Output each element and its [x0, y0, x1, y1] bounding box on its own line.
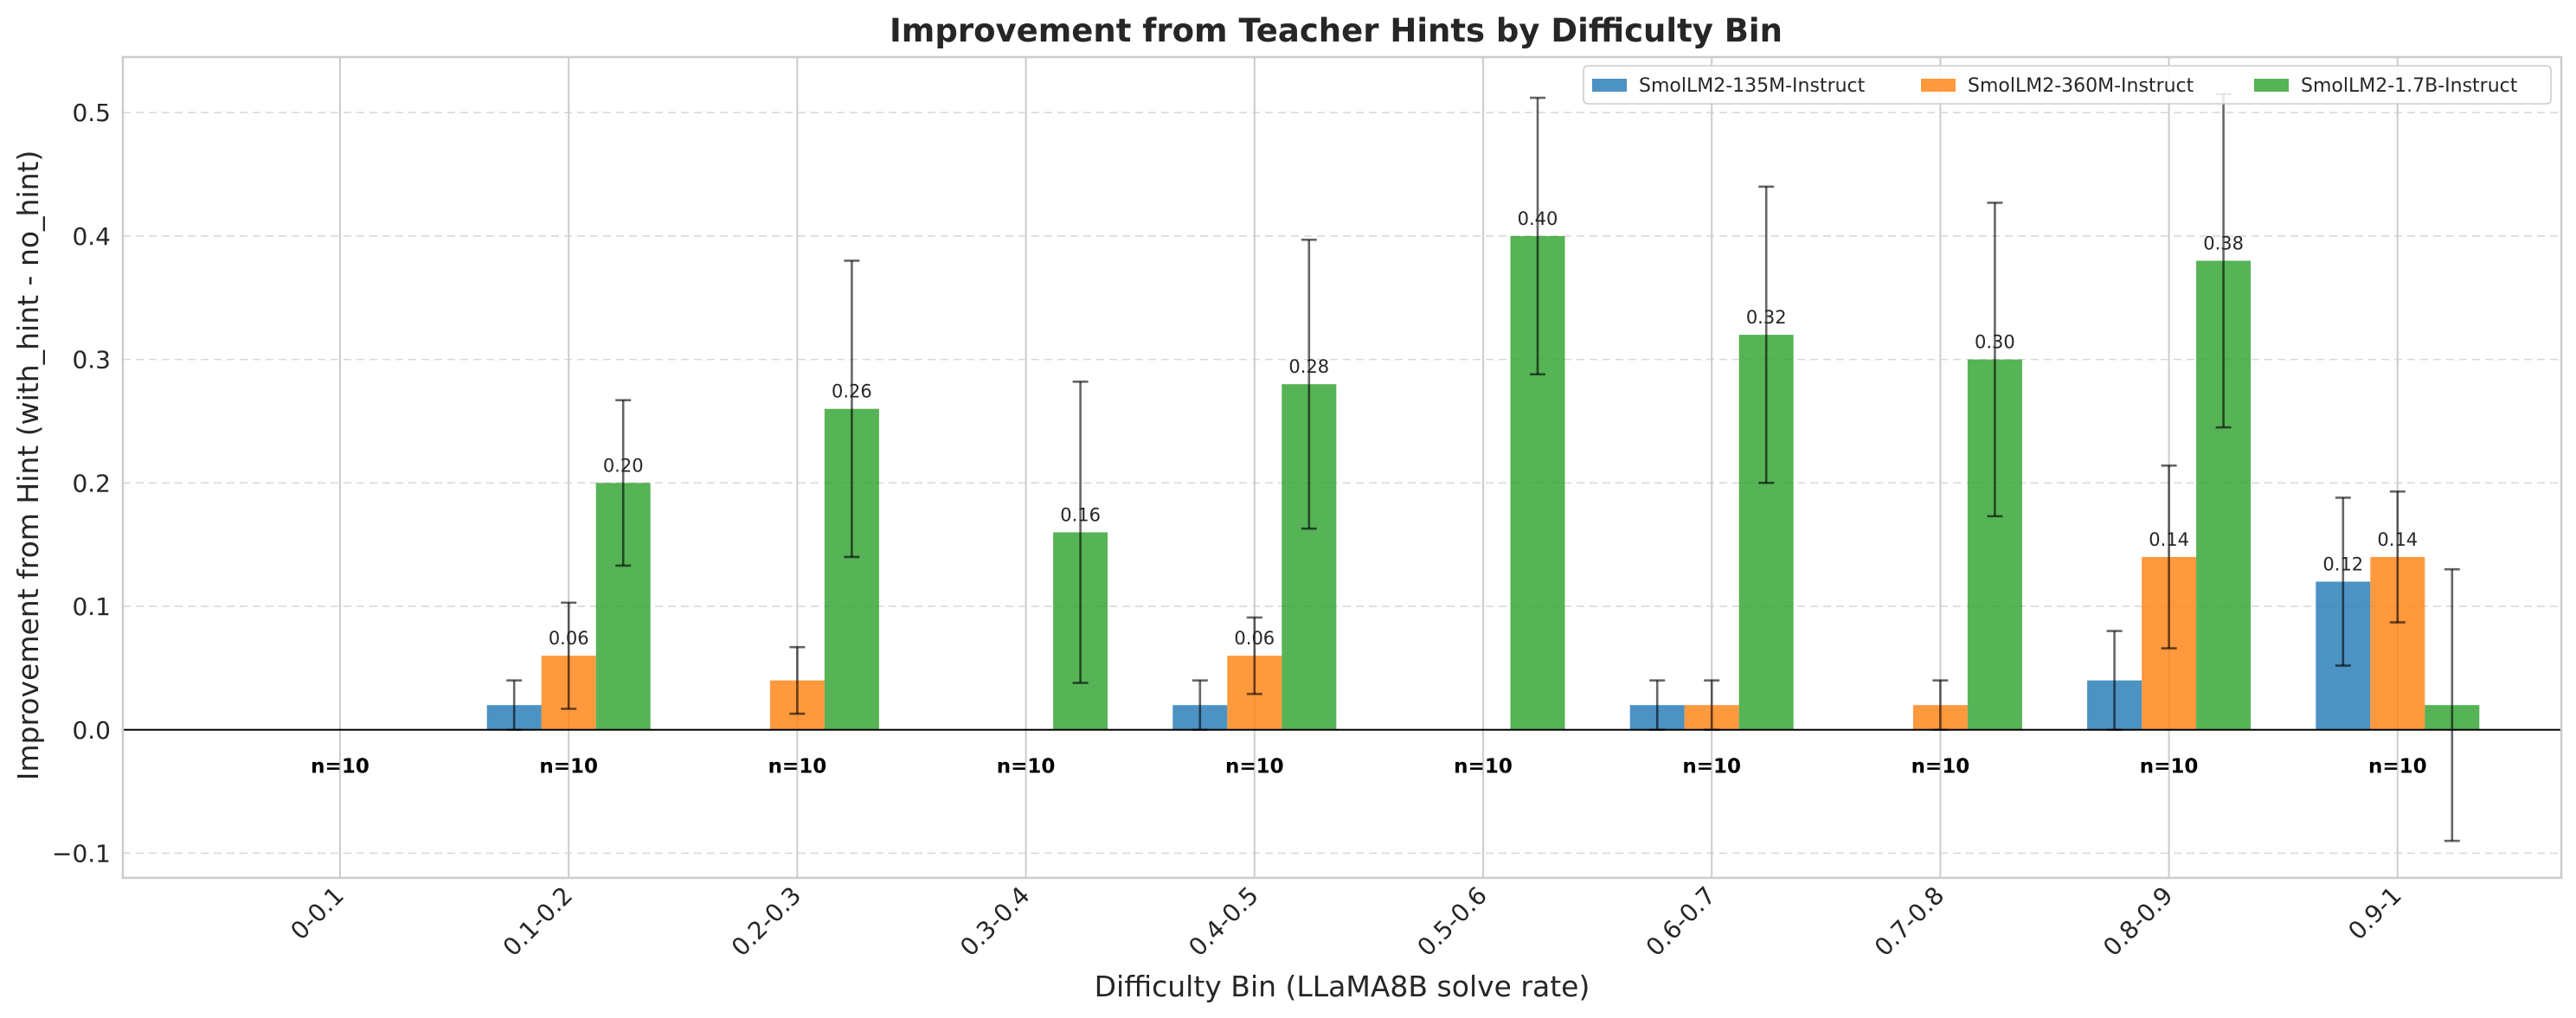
count-annotation: n=10: [1911, 756, 1970, 778]
chart-title: Improvement from Teacher Hints by Diffic…: [890, 12, 1783, 49]
x-axis-label: Difficulty Bin (LLaMA8B solve rate): [1095, 970, 1590, 1003]
count-annotation: n=10: [1454, 756, 1513, 778]
x-tick-label: 0.8-0.9: [2097, 881, 2178, 962]
x-tick-label: 0.7-0.8: [1869, 881, 1950, 962]
x-tick-label: 0.4-0.5: [1183, 881, 1263, 962]
value-label: 0.30: [1975, 332, 2015, 353]
value-label: 0.14: [2149, 529, 2189, 550]
legend: SmolLM2-135M-Instruct SmolLM2-360M-Instru…: [1583, 65, 2552, 105]
value-label: 0.06: [549, 628, 589, 649]
y-axis-label: Improvement from Hint (with_hint - no_hi…: [11, 150, 45, 781]
value-label: 0.12: [2322, 554, 2363, 575]
x-tick-label: 0.1-0.2: [498, 881, 578, 962]
legend-swatch: [1592, 79, 1627, 92]
plot-frame: [121, 55, 2563, 880]
value-label: 0.14: [2377, 529, 2418, 550]
legend-swatch: [1921, 79, 1956, 92]
y-tick-label: 0.4: [72, 222, 111, 251]
value-label: 0.32: [1746, 307, 1787, 328]
value-label: 0.26: [832, 381, 872, 402]
y-tick-label: 0.1: [72, 592, 111, 621]
x-tick-label: 0.6-0.7: [1641, 881, 1721, 962]
legend-label: SmolLM2-135M-Instruct: [1639, 75, 1866, 97]
y-tick-label: 0.2: [72, 469, 111, 497]
legend-box: [1583, 65, 2552, 105]
value-label: 0.28: [1288, 356, 1329, 377]
count-annotation: n=10: [1682, 756, 1741, 778]
x-tick-label: 0.5-0.6: [1411, 881, 1492, 962]
value-label: 0.16: [1060, 504, 1101, 525]
y-tick-label: 0.3: [72, 346, 111, 375]
value-label: 0.20: [603, 455, 644, 476]
y-tick-label: 0.0: [72, 716, 111, 745]
count-annotation: n=10: [997, 756, 1056, 778]
count-annotation: n=10: [1225, 756, 1284, 778]
count-annotation: n=10: [2140, 756, 2199, 778]
plot-area: [123, 57, 2561, 878]
count-annotation: n=10: [768, 756, 827, 778]
legend-label: SmolLM2-1.7B-Instruct: [2301, 75, 2518, 97]
x-tick-label: 0.2-0.3: [726, 881, 806, 962]
value-label: 0.38: [2203, 233, 2244, 253]
x-tick-label: 0-0.1: [285, 881, 350, 946]
legend-swatch: [2254, 79, 2289, 92]
grid-lines: [123, 57, 2561, 878]
count-annotation: n=10: [539, 756, 598, 778]
bars: [486, 235, 2480, 730]
value-label: 0.40: [1518, 208, 1558, 229]
x-tick-label: 0.3-0.4: [954, 881, 1035, 962]
count-annotations: n=10 n=10 n=10 n=10 n=10 n=10 n=10 n=10 n=10 n=10: [311, 756, 2426, 778]
value-label: 0.06: [1234, 628, 1275, 649]
y-tick-label: −0.1: [52, 839, 111, 868]
x-tick-label: 0.9-1: [2342, 881, 2407, 946]
error-bars: [506, 93, 2460, 842]
legend-label: SmolLM2-360M-Instruct: [1968, 75, 2194, 97]
count-annotation: n=10: [311, 756, 369, 778]
y-tick-label: 0.5: [72, 99, 111, 127]
count-annotation: n=10: [2368, 756, 2427, 778]
value-labels: 0.12 0.06 0.06 0.14 0.14 0.20 0.26 0.16 0.28 0.40…: [549, 208, 2418, 649]
